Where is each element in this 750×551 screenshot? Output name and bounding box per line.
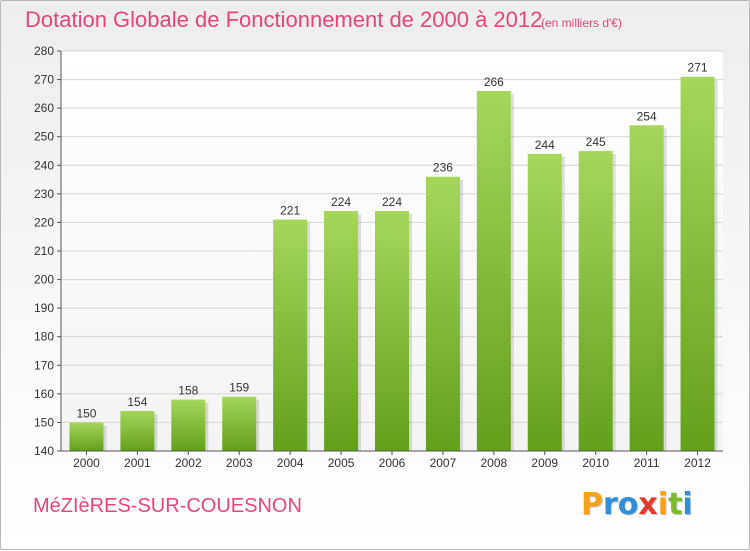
y-tick-label: 170 xyxy=(34,358,54,372)
data-label: 224 xyxy=(331,195,351,209)
y-tick-label: 150 xyxy=(34,415,54,429)
x-tick-label: 2003 xyxy=(226,456,253,470)
x-tick-label: 2009 xyxy=(531,456,558,470)
y-tick-label: 250 xyxy=(34,130,54,144)
data-label: 159 xyxy=(229,381,249,395)
x-tick-label: 2012 xyxy=(684,456,711,470)
bar xyxy=(273,219,308,451)
bar xyxy=(120,411,155,451)
logo-letter: i xyxy=(657,487,669,522)
data-label: 245 xyxy=(586,135,606,149)
y-tick-label: 270 xyxy=(34,73,54,87)
x-tick-label: 2006 xyxy=(379,456,406,470)
x-tick-label: 2008 xyxy=(480,456,507,470)
bar xyxy=(69,422,104,451)
data-label: 244 xyxy=(535,138,555,152)
logo-letter: i xyxy=(682,487,693,522)
y-tick-label: 210 xyxy=(34,244,54,258)
bar xyxy=(629,125,664,452)
x-tick-label: 2001 xyxy=(124,456,151,470)
bar xyxy=(578,151,613,451)
logo-letter: o xyxy=(617,487,639,522)
bar xyxy=(476,91,511,451)
unit-note: (en milliers d'€) xyxy=(541,16,622,30)
y-tick-label: 160 xyxy=(34,387,54,401)
y-tick-label: 140 xyxy=(34,444,54,458)
bar xyxy=(375,211,409,451)
x-tick-label: 2005 xyxy=(328,456,355,470)
logo-letter: r xyxy=(603,487,618,522)
x-tick-label: 2010 xyxy=(582,456,609,470)
y-tick-label: 190 xyxy=(34,301,54,315)
x-tick-label: 2011 xyxy=(634,456,660,470)
data-label: 158 xyxy=(178,384,198,398)
data-label: 221 xyxy=(280,204,300,218)
bar xyxy=(680,76,715,451)
bar xyxy=(324,211,359,451)
data-label: 236 xyxy=(433,161,453,175)
bar xyxy=(171,399,206,451)
x-tick-label: 2004 xyxy=(277,456,304,470)
y-tick-label: 220 xyxy=(34,215,54,229)
y-tick-label: 280 xyxy=(34,44,54,58)
y-tick-label: 200 xyxy=(34,273,54,287)
bar xyxy=(425,176,460,451)
y-tick-label: 180 xyxy=(34,330,54,344)
bar xyxy=(527,153,562,451)
data-label: 150 xyxy=(76,406,96,420)
data-label: 154 xyxy=(127,395,147,409)
logo-letter: x xyxy=(638,487,658,522)
logo-letter: P xyxy=(581,487,603,522)
chart-title: Dotation Globale de Fonctionnement de 20… xyxy=(25,7,543,32)
data-label: 224 xyxy=(382,195,402,209)
y-tick-label: 230 xyxy=(34,187,54,201)
y-tick-label: 260 xyxy=(34,101,54,115)
bar xyxy=(222,396,257,451)
proxiti-logo: Proxiti xyxy=(581,487,693,522)
data-label: 271 xyxy=(688,61,708,75)
logo-letter: t xyxy=(668,487,683,522)
x-tick-label: 2002 xyxy=(175,456,202,470)
data-label: 254 xyxy=(637,109,657,123)
x-tick-label: 2007 xyxy=(430,456,457,470)
data-label: 266 xyxy=(484,75,504,89)
town-name: MéZIèRES-SUR-COUESNON xyxy=(33,495,302,517)
x-tick-label: 2000 xyxy=(73,456,100,470)
y-tick-label: 240 xyxy=(34,158,54,172)
